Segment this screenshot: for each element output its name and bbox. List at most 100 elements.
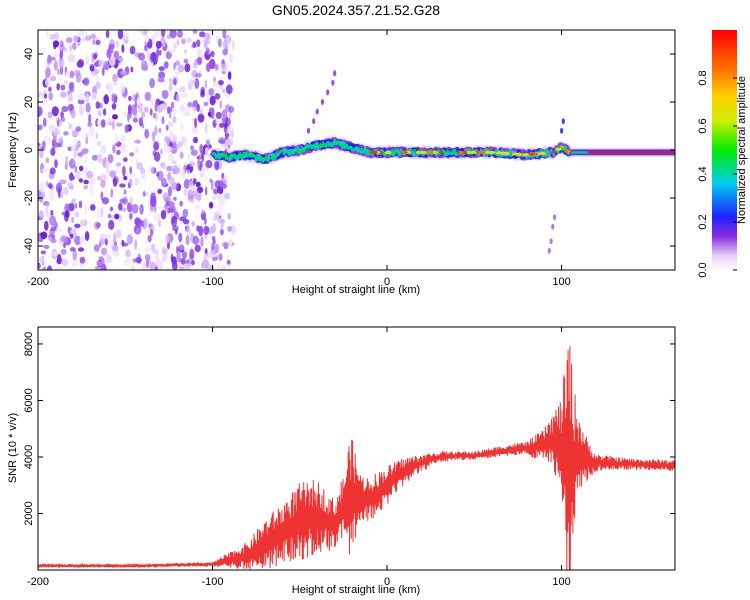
spectrogram-noise-blob <box>211 195 218 200</box>
spectrogram-noise-blob <box>141 111 146 119</box>
spectrogram-hot-spot <box>369 150 377 154</box>
spectrogram-y-tick-label: 0 <box>23 147 35 153</box>
spectrogram-noise-blob <box>123 157 128 162</box>
spectrogram-wisp <box>549 238 553 245</box>
spectrogram-noise-blob <box>218 139 226 144</box>
spectrogram-noise-blob <box>54 159 58 169</box>
spectrogram-noise-blob <box>115 40 120 48</box>
spectrogram-noise-blob <box>158 49 162 56</box>
spectrogram-noise-blob <box>144 106 149 113</box>
spectrogram-noise-blob <box>150 96 154 108</box>
spectrogram-noise-blob <box>83 179 89 185</box>
spectrogram-noise-blob <box>178 232 183 243</box>
spectrogram-noise-blob <box>121 197 129 205</box>
spectrogram-noise-blob <box>134 217 141 226</box>
spectrogram-noise-blob <box>79 151 84 156</box>
spectrogram-noise-blob <box>172 225 179 232</box>
spectrogram-noise-blob <box>100 207 104 218</box>
spectrogram-noise-blob <box>139 203 144 215</box>
spectrogram-noise-blob <box>184 63 191 73</box>
spectrogram-noise-blob <box>67 226 71 234</box>
spectrogram-noise-blob <box>44 220 49 231</box>
spectrogram-noise-blob <box>176 39 180 45</box>
spectrogram-noise-blob <box>122 242 129 247</box>
spectrogram-noise-blob <box>58 187 61 198</box>
spectrogram-noise-blob <box>230 130 234 138</box>
spectrogram-noise-blob <box>172 206 177 214</box>
spectrogram-noise-blob <box>181 250 187 259</box>
spectrogram-noise-blob <box>183 246 187 253</box>
spectrogram-noise-blob <box>126 234 134 245</box>
spectrogram-noise-blob <box>192 30 198 34</box>
spectrogram-noise-blob <box>77 247 85 252</box>
spectrogram-noise-blob <box>222 39 228 50</box>
colorbar-tick-label: 0.0 <box>697 262 709 277</box>
spectrogram-noise-blob <box>172 107 178 115</box>
spectrogram-noise-blob <box>97 154 103 164</box>
spectrogram-noise-blob <box>179 104 185 113</box>
figure-title: GN05.2024.357.21.52.G28 <box>272 2 440 18</box>
spectrogram-noise-blob <box>115 133 119 145</box>
spectrogram-noise-blob <box>136 162 144 170</box>
spectrogram-hot-spot <box>555 147 562 151</box>
spectrogram-noise-blob <box>166 165 173 172</box>
spectrogram-noise-blob <box>215 118 220 125</box>
spectrogram-noise-blob <box>60 235 68 243</box>
spectrogram-noise-blob <box>188 161 196 168</box>
spectrogram-noise-blob <box>69 174 75 181</box>
spectrogram-noise-blob <box>63 131 69 136</box>
snr-series-line <box>38 346 675 570</box>
spectrogram-noise-blob <box>120 135 127 142</box>
spectrogram-noise-blob <box>48 190 55 202</box>
spectrogram-noise-blob <box>177 30 183 38</box>
spectrogram-noise-blob <box>128 95 132 102</box>
spectrogram-noise-blob <box>130 66 134 73</box>
spectrogram-noise-blob <box>67 93 73 102</box>
spectrogram-noise-blob <box>68 202 74 212</box>
spectrogram-wisp <box>331 79 335 86</box>
colorbar-tick-label: 0.8 <box>697 70 709 85</box>
spectrogram-noise-blob <box>198 225 204 237</box>
spectrogram-noise-blob <box>75 126 82 132</box>
spectrogram-image <box>38 30 675 270</box>
spectrogram-noise-blob <box>207 252 214 259</box>
spectrogram-noise-blob <box>59 179 67 185</box>
spectrogram-noise-blob <box>152 249 160 255</box>
spectrogram-noise-blob <box>200 236 204 247</box>
spectrogram-wisp <box>553 214 557 221</box>
spectrogram-noise-blob <box>197 57 202 65</box>
spectrogram-noise-blob <box>52 40 60 48</box>
spectrogram-noise-blob <box>38 124 43 131</box>
spectrogram-noise-blob <box>40 231 48 240</box>
spectrogram-noise-blob <box>115 229 122 239</box>
spectrogram-noise-blob <box>59 50 64 58</box>
spectrogram-noise-blob <box>227 139 234 146</box>
spectrogram-noise-blob <box>112 114 118 120</box>
spectrogram-noise-blob <box>111 103 117 110</box>
spectrogram-noise-blob <box>59 44 65 52</box>
spectrogram-noise-blob <box>89 65 95 72</box>
spectrogram-noise-blob <box>115 168 119 174</box>
spectrogram-noise-blob <box>143 218 148 229</box>
spectrogram-noise-blob <box>98 241 102 248</box>
spectrogram-noise-blob <box>104 237 108 246</box>
spectrogram-noise-blob <box>112 73 118 82</box>
spectrogram-noise-blob <box>214 160 220 171</box>
spectrogram-noise-blob <box>167 146 173 151</box>
snr-y-axis-title: SNR (10 * v/v) <box>7 413 19 483</box>
spectrogram-noise-blob <box>197 159 201 166</box>
spectrogram-noise-blob <box>84 205 88 215</box>
spectrogram-noise-blob <box>109 170 117 178</box>
spectrogram-x-tick-label: 0 <box>384 276 390 288</box>
spectrogram-noise-blob <box>158 219 161 228</box>
spectrogram-noise-blob <box>192 124 199 134</box>
spectrogram-noise-blob <box>228 238 233 247</box>
spectrogram-noise-blob <box>122 165 126 177</box>
spectrogram-noise-blob <box>186 225 192 237</box>
spectrogram-noise-blob <box>183 58 189 64</box>
spectrogram-noise-blob <box>197 186 204 194</box>
spectrogram-noise-blob <box>84 231 90 241</box>
spectrogram-noise-blob <box>150 196 157 207</box>
spectrogram-noise-blob <box>169 131 174 141</box>
spectrogram-noise-blob <box>92 39 96 45</box>
